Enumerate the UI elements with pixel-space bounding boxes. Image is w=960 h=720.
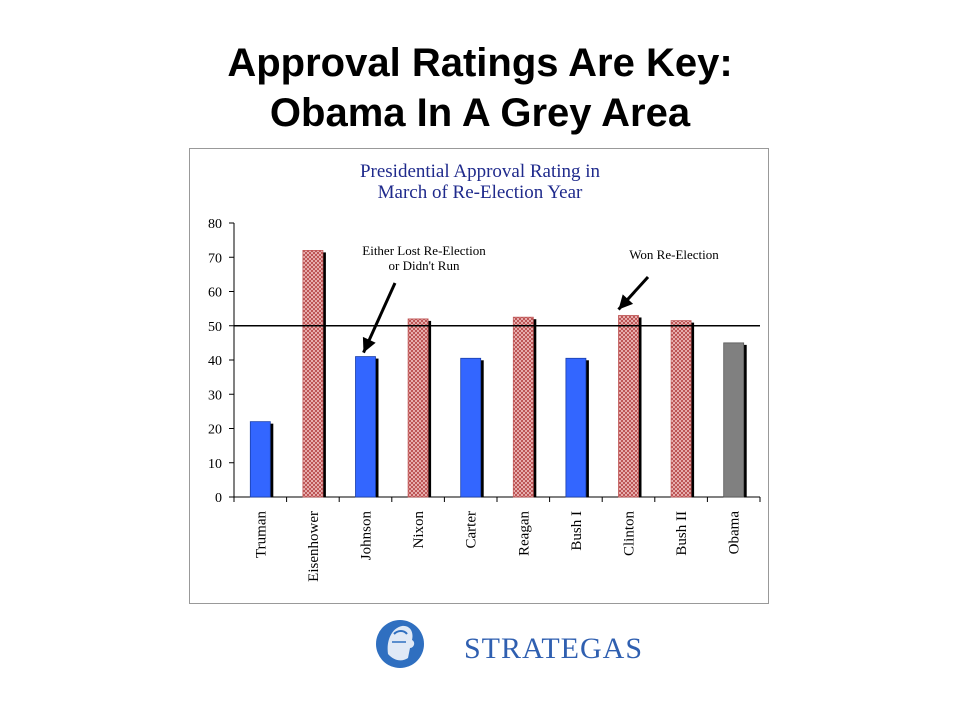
- bar-bush-ii: [670, 320, 692, 498]
- category-label: Reagan: [516, 511, 532, 556]
- category-label: Johnson: [359, 511, 375, 561]
- strategas-logo: STRATEGAS: [372, 614, 642, 678]
- arrow-to-johnson-head: [362, 336, 376, 353]
- y-tick-label: 40: [208, 354, 222, 369]
- arrow-to-clinton-head: [618, 294, 634, 310]
- bar-johnson: [355, 356, 376, 498]
- bar-obama: [723, 342, 745, 498]
- bar-eisenhower: [302, 250, 324, 498]
- y-tick-label: 30: [208, 388, 222, 403]
- slide-title-line-1: Approval Ratings Are Key:: [227, 41, 733, 85]
- category-label: Clinton: [622, 511, 638, 557]
- category-label: Truman: [253, 511, 269, 558]
- category-label: Nixon: [411, 511, 427, 549]
- y-tick-label: 80: [208, 217, 222, 232]
- category-label: Obama: [727, 511, 743, 555]
- slide-title-line-2: Obama In A Grey Area: [269, 91, 691, 135]
- annotation-lost-text: or Didn't Run: [389, 258, 460, 273]
- category-label: Carter: [464, 511, 480, 548]
- bar-bush-i: [565, 357, 587, 498]
- annotation-won-text: Won Re-Election: [629, 247, 719, 262]
- slide-title: Approval Ratings Are Key: Obama In A Gre…: [0, 38, 960, 138]
- category-label: Bush II: [674, 511, 690, 556]
- chart-frame: Presidential Approval Rating in March of …: [189, 148, 769, 604]
- chart-title-line: March of Re-Election Year: [378, 182, 583, 203]
- bar-nixon: [407, 318, 429, 498]
- bar-reagan: [512, 316, 534, 498]
- bar-clinton: [618, 315, 639, 498]
- y-tick-label: 70: [208, 251, 222, 266]
- y-tick-label: 50: [208, 320, 222, 335]
- y-tick-label: 60: [208, 286, 222, 301]
- chart-title-line: Presidential Approval Rating in: [360, 161, 601, 182]
- helmet-emblem-icon: [376, 620, 424, 668]
- annotation-lost-text: Either Lost Re-Election: [362, 243, 486, 258]
- category-label: Bush I: [569, 511, 585, 551]
- logo-wordmark: STRATEGAS: [464, 632, 644, 665]
- y-tick-label: 0: [215, 491, 222, 506]
- bar-truman: [249, 421, 271, 498]
- bar-carter: [460, 357, 482, 498]
- y-tick-label: 10: [208, 457, 222, 472]
- category-label: Eisenhower: [306, 511, 322, 582]
- y-tick-label: 20: [208, 423, 222, 438]
